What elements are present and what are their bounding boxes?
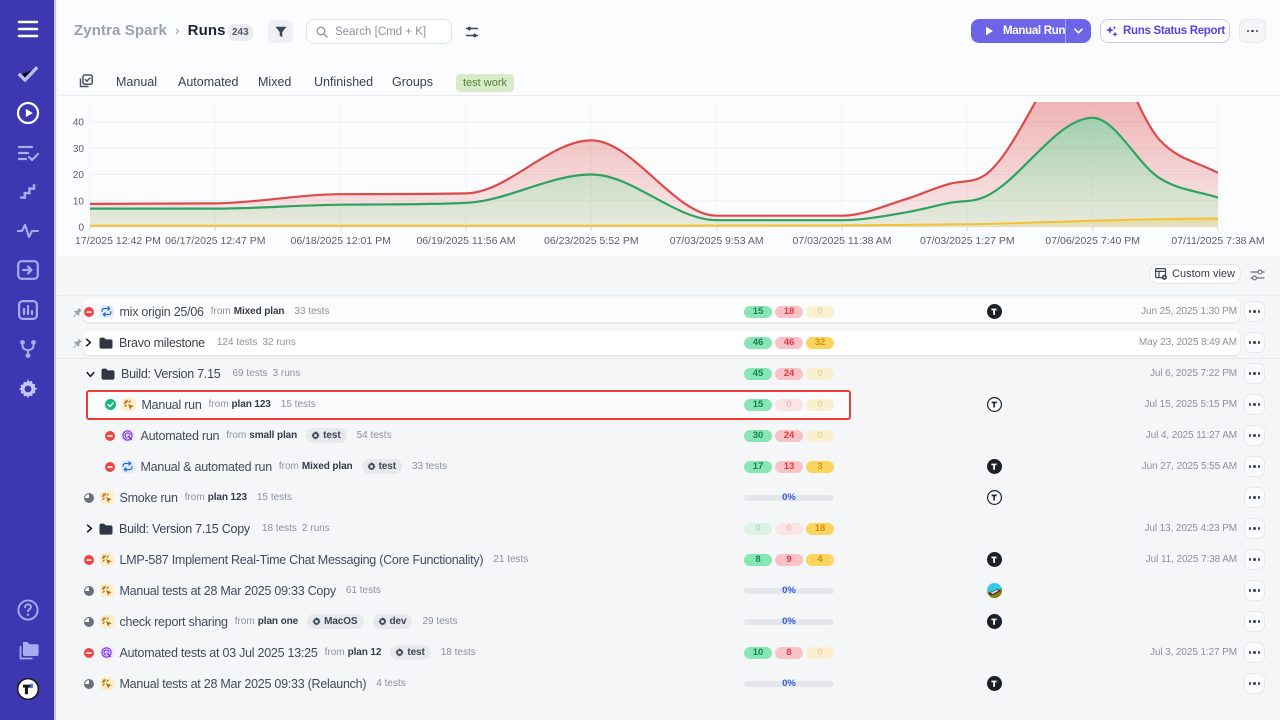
svg-text:40: 40 bbox=[73, 118, 85, 129]
svg-text:07/03/2025 9:53 AM: 07/03/2025 9:53 AM bbox=[670, 235, 764, 247]
svg-text:20: 20 bbox=[73, 170, 85, 181]
svg-text:06/17/2025 12:47 PM: 06/17/2025 12:47 PM bbox=[165, 235, 265, 247]
svg-text:10: 10 bbox=[73, 196, 85, 207]
svg-text:30: 30 bbox=[73, 144, 85, 155]
svg-text:07/06/2025 7:40 PM: 07/06/2025 7:40 PM bbox=[1045, 235, 1140, 247]
svg-text:07/03/2025 1:27 PM: 07/03/2025 1:27 PM bbox=[920, 235, 1015, 247]
svg-text:06/19/2025 11:56 AM: 06/19/2025 11:56 AM bbox=[416, 235, 515, 247]
svg-text:06/23/2025 5:52 PM: 06/23/2025 5:52 PM bbox=[544, 235, 639, 247]
svg-text:06/18/2025 12:01 PM: 06/18/2025 12:01 PM bbox=[290, 235, 390, 247]
svg-text:07/03/2025 11:38 AM: 07/03/2025 11:38 AM bbox=[792, 235, 891, 247]
svg-text:0: 0 bbox=[78, 223, 84, 234]
svg-text:17/2025 12:42 PM: 17/2025 12:42 PM bbox=[75, 235, 161, 247]
svg-text:07/11/2025 7:38 AM: 07/11/2025 7:38 AM bbox=[1171, 235, 1264, 247]
